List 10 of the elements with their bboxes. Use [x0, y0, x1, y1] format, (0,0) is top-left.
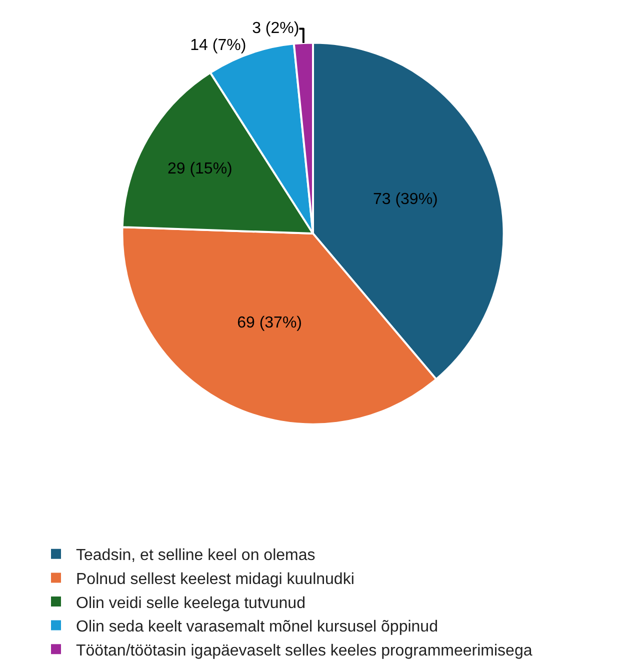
data-label: 3 (2%) — [252, 20, 300, 38]
legend-label: Polnud sellest keelest midagi kuulnudki — [76, 570, 354, 588]
data-label: 73 (39%) — [372, 191, 438, 208]
legend-label: Töötan/töötasin igapäevaselt selles keeles programmeerimisega — [76, 642, 532, 660]
data-label: 29 (15%) — [167, 160, 232, 178]
data-label: 14 (7%) — [190, 37, 246, 54]
legend-label: Olin seda keelt varasemalt mõnel kursusel õppinud — [76, 618, 438, 636]
data-label: 69 (37%) — [237, 314, 302, 332]
legend-label: Olin veidi selle keelega tutvunud — [76, 594, 306, 612]
legend-label: Teadsin, et selline keel on olemas — [76, 547, 316, 564]
